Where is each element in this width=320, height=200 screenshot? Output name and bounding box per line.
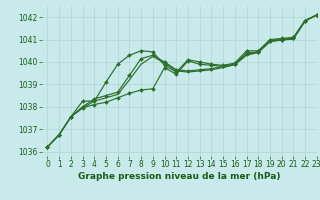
X-axis label: Graphe pression niveau de la mer (hPa): Graphe pression niveau de la mer (hPa) [78, 172, 280, 181]
